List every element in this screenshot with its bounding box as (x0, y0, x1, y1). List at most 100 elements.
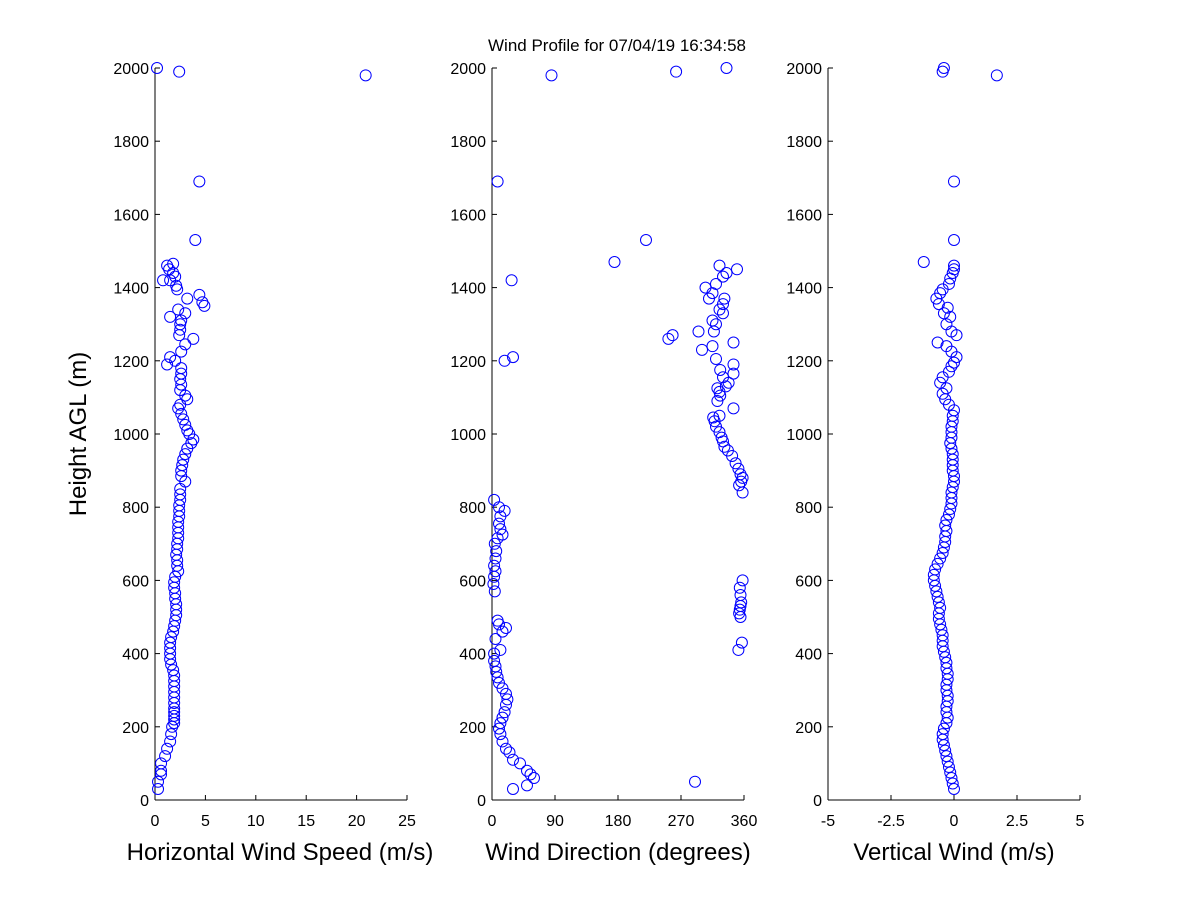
data-point (946, 777, 959, 790)
data-points (917, 62, 1003, 796)
data-point (359, 69, 372, 82)
data-point (931, 557, 944, 570)
data-point (717, 307, 729, 320)
data-point (179, 418, 192, 431)
data-point (488, 559, 501, 572)
data-point (729, 457, 742, 470)
data-point (948, 783, 960, 796)
data-point (936, 728, 949, 741)
data-point (494, 717, 507, 730)
data-point (711, 382, 724, 395)
data-point (736, 574, 749, 587)
data-point (727, 336, 740, 349)
data-point (172, 303, 185, 316)
x-tick-label: 180 (605, 813, 632, 830)
data-point (692, 325, 705, 338)
data-point (152, 783, 165, 796)
vertical-wind-panel: -5 -2.5 0 2.5 5 0 200 400 600 800 1000 1200 1400 1600… (786, 61, 1084, 866)
data-point (719, 380, 732, 393)
data-point (936, 629, 949, 642)
data-point (948, 263, 960, 276)
data-point (732, 462, 745, 475)
data-point (710, 420, 722, 433)
data-point (948, 175, 960, 188)
data-point (939, 651, 952, 664)
y-tick-label: 1200 (113, 354, 149, 371)
axis-ticks: 0 90 180 270 360 0 200 400 600 800 1000 1200 1400 160… (450, 61, 757, 830)
data-point (514, 757, 526, 770)
x-axis-label: Wind Direction (degrees) (485, 839, 750, 866)
data-point (942, 508, 955, 521)
data-point (727, 402, 740, 415)
data-point (488, 585, 501, 598)
data-point (159, 750, 172, 763)
data-point (941, 301, 954, 314)
data-point (167, 257, 180, 270)
data-point (710, 277, 722, 290)
data-point (187, 332, 200, 345)
x-tick-label: 5 (1076, 813, 1085, 830)
data-point (167, 266, 180, 279)
y-tick-label: 200 (795, 720, 822, 737)
data-point (179, 307, 192, 320)
data-point (699, 281, 712, 294)
data-point (689, 775, 701, 788)
data-point (929, 563, 942, 576)
data-point (714, 363, 727, 376)
data-point (175, 314, 188, 327)
y-tick-label: 0 (140, 793, 149, 810)
y-tick-label: 1200 (450, 354, 486, 371)
data-point (734, 589, 747, 602)
y-tick-label: 600 (795, 573, 822, 590)
axis-ticks: 0 5 10 15 20 25 0 200 400 600 800 1000 1200 1400 1600 1… (113, 61, 416, 830)
data-point (718, 292, 731, 305)
data-point (733, 581, 746, 594)
data-point (174, 488, 187, 501)
data-point (608, 255, 621, 268)
data-point (735, 636, 748, 649)
data-point (496, 625, 509, 638)
data-point (937, 62, 950, 74)
data-point (662, 332, 675, 345)
data-point (735, 596, 748, 609)
data-point (155, 764, 168, 777)
data-points (151, 62, 372, 796)
y-tick-label: 600 (122, 573, 149, 590)
data-point (489, 552, 502, 565)
data-point (936, 546, 949, 559)
data-point (493, 722, 505, 735)
y-tick-label: 1600 (113, 207, 149, 224)
data-point (640, 234, 652, 247)
data-point (935, 623, 948, 636)
x-tick-label: 2.5 (1006, 813, 1028, 830)
data-point (488, 654, 501, 667)
y-tick-label: 1000 (113, 427, 149, 444)
data-point (507, 783, 519, 796)
data-point (500, 742, 512, 755)
data-point (934, 552, 947, 565)
x-axis-label: Vertical Wind (m/s) (853, 839, 1054, 866)
data-point (505, 274, 518, 287)
data-point (940, 340, 953, 353)
data-point (488, 647, 501, 660)
data-point (917, 255, 930, 268)
data-point (713, 259, 726, 272)
y-tick-label: 200 (122, 720, 149, 737)
y-tick-label: 1400 (113, 281, 149, 298)
y-tick-label: 0 (813, 793, 822, 810)
data-point (175, 407, 188, 420)
data-point (939, 744, 952, 757)
data-point (168, 576, 181, 589)
x-tick-label: 90 (546, 813, 564, 830)
data-point (181, 292, 194, 305)
data-point (948, 234, 960, 247)
data-point (164, 310, 177, 323)
data-point (932, 596, 945, 609)
data-point (161, 259, 174, 272)
data-point (493, 517, 505, 530)
data-point (164, 636, 177, 649)
data-point (501, 693, 514, 706)
data-point (157, 274, 170, 287)
y-tick-label: 1200 (786, 354, 822, 371)
data-point (165, 728, 178, 741)
